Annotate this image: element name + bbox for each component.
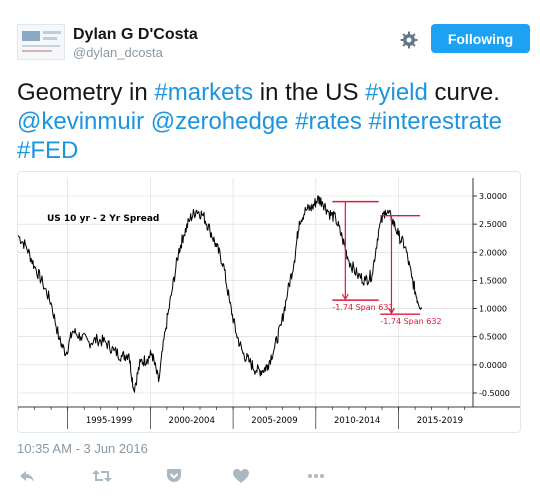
hashtag-link[interactable]: #interestrate	[368, 108, 502, 135]
gear-icon[interactable]	[399, 30, 419, 50]
chart-title: US 10 yr - 2 Yr Spread	[47, 214, 159, 224]
user-handle[interactable]: @dylan_dcosta	[73, 45, 163, 60]
x-tick-label: 2005-2009	[251, 416, 297, 426]
yield-spread-chart: 3.0000 2.5000 2.0000 1.5000 1.0000 0.5000 0.00…	[18, 178, 520, 429]
y-tick-labels: 3.0000 2.5000 2.0000 1.5000 1.0000 0.5000 0.00…	[473, 192, 510, 398]
avatar[interactable]	[17, 24, 65, 60]
y-tick-label: 0.5000	[479, 333, 507, 342]
y-tick-label: 3.0000	[479, 192, 507, 201]
x-tick-label: 2010-2014	[334, 416, 380, 426]
like-icon[interactable]	[231, 466, 251, 486]
tweet-text-segment: curve.	[427, 79, 500, 106]
tweet-text-segment	[144, 108, 151, 135]
annotation-arrowhead	[387, 307, 395, 315]
annotation-label: -1.74 Span 631	[332, 303, 393, 312]
reply-icon[interactable]	[17, 466, 37, 486]
chart-grid	[18, 178, 473, 407]
more-icon[interactable]	[306, 466, 326, 486]
x-tick-label: 1995-1999	[86, 416, 132, 426]
chart-image[interactable]: 3.0000 2.5000 2.0000 1.5000 1.0000 0.5000 0.00…	[17, 171, 521, 433]
hashtag-link[interactable]: #yield	[365, 79, 428, 106]
pocket-icon[interactable]	[164, 466, 184, 486]
y-tick-label: 1.5000	[479, 276, 507, 285]
series-line-spread	[18, 195, 423, 393]
x-tick-label: 2015-2019	[417, 416, 463, 426]
tweet-text: Geometry in #markets in the US #yield cu…	[17, 78, 527, 165]
x-tick-labels: 1995-1999 2000-2004 2005-2009 2010-2014 2015…	[18, 407, 466, 429]
y-tick-label: 2.0000	[479, 248, 507, 257]
retweet-icon[interactable]	[91, 466, 112, 486]
annotation-arrowhead	[341, 293, 349, 301]
hashtag-link[interactable]: #rates	[295, 108, 362, 135]
annotation-label: -1.74 Span 632	[380, 317, 441, 326]
mention-link[interactable]: @zerohedge	[150, 108, 289, 135]
y-tick-label: 1.0000	[479, 305, 507, 314]
display-name[interactable]: Dylan G D'Costa	[73, 26, 198, 43]
mention-link[interactable]: @kevinmuir	[17, 108, 145, 135]
tweet-text-segment	[362, 108, 369, 135]
y-tick-label: -0.5000	[479, 389, 510, 398]
tweet-timestamp[interactable]: 10:35 AM - 3 Jun 2016	[17, 441, 148, 456]
tweet-text-segment: in the US	[253, 79, 366, 106]
x-tick-label: 2000-2004	[169, 416, 215, 426]
y-tick-label: 0.0000	[479, 361, 507, 370]
hashtag-link[interactable]: #markets	[154, 79, 254, 106]
hashtag-link[interactable]: #FED	[17, 137, 79, 164]
chart-annotations: -1.74 Span 631 -1.74 Span 632	[332, 200, 442, 326]
y-tick-label: 2.5000	[479, 220, 507, 229]
tweet-actions	[0, 466, 540, 490]
tweet-text-segment: Geometry in	[17, 79, 155, 106]
following-button[interactable]: Following	[431, 24, 530, 53]
